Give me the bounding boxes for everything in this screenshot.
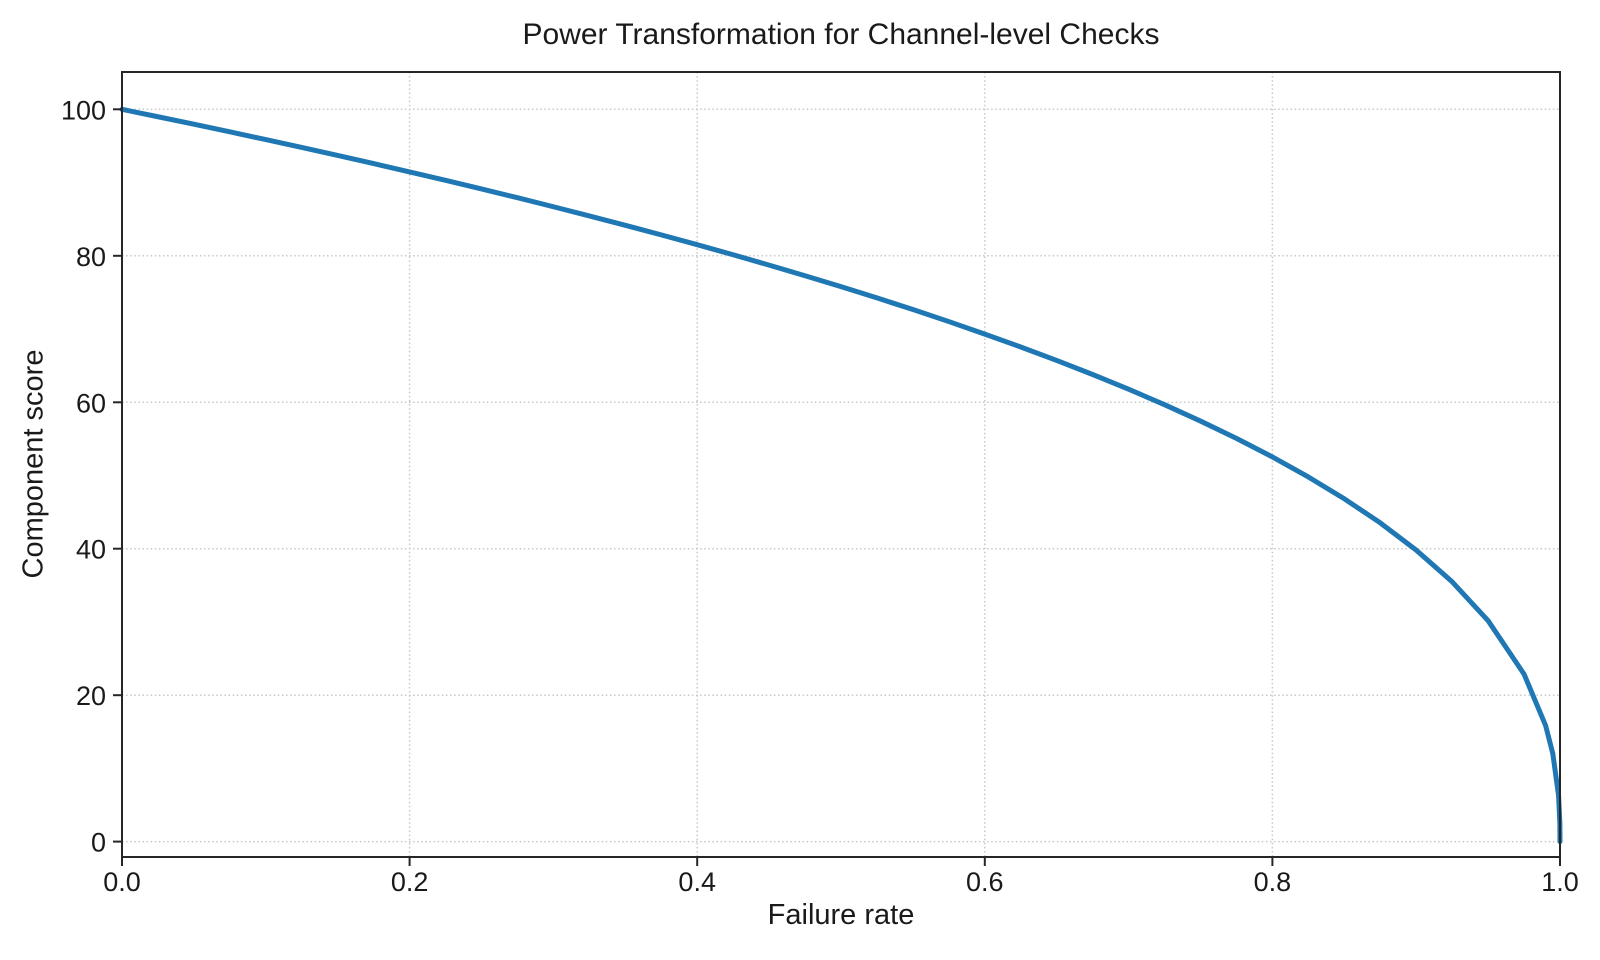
axis-tick-labels: 0.0 0.2 0.4 0.6 0.8 1.0 0 20 40 60 80 100 [61,95,1579,897]
x-tick-label-0.6: 0.6 [966,867,1004,897]
y-tick-label-60: 60 [76,388,106,418]
x-tick-label-1: 1.0 [1541,867,1579,897]
x-axis-label: Failure rate [767,899,915,931]
y-tick-label-40: 40 [76,535,106,565]
x-tick-label-0: 0.0 [103,867,141,897]
y-tick-label-20: 20 [76,681,106,711]
y-tick-label-100: 100 [61,95,106,125]
x-tick-label-0.2: 0.2 [391,867,429,897]
y-tick-label-0: 0 [91,828,106,858]
axis-tick-marks [113,108,1561,866]
y-tick-label-80: 80 [76,242,106,272]
gridlines [121,72,1561,857]
line-series-component-score [119,106,1563,845]
x-tick-label-0.4: 0.4 [678,867,716,897]
chart-title: Power Transformation for Channel-level C… [522,18,1160,51]
axes-frame [121,71,1561,858]
x-tick-label-0.8: 0.8 [1254,867,1292,897]
